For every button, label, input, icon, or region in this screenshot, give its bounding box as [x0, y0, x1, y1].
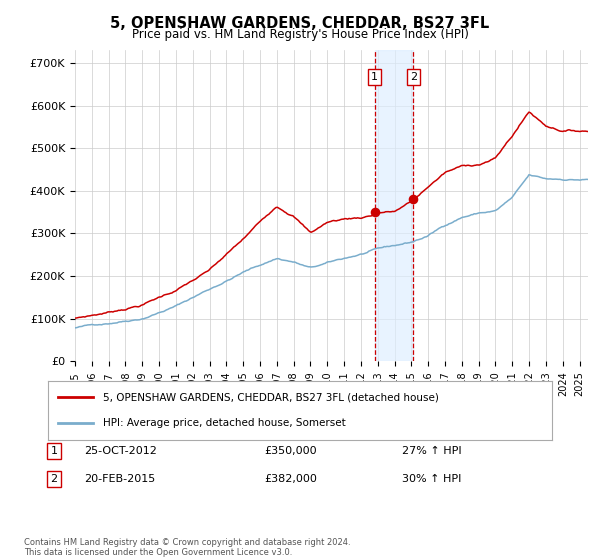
- Text: 5, OPENSHAW GARDENS, CHEDDAR, BS27 3FL: 5, OPENSHAW GARDENS, CHEDDAR, BS27 3FL: [110, 16, 490, 31]
- Text: 1: 1: [50, 446, 58, 456]
- Text: 20-FEB-2015: 20-FEB-2015: [84, 474, 155, 484]
- Text: 27% ↑ HPI: 27% ↑ HPI: [402, 446, 461, 456]
- Text: 1: 1: [371, 72, 378, 82]
- Text: £382,000: £382,000: [264, 474, 317, 484]
- Point: [370, 208, 380, 217]
- Text: 2: 2: [50, 474, 58, 484]
- Text: 5, OPENSHAW GARDENS, CHEDDAR, BS27 3FL (detached house): 5, OPENSHAW GARDENS, CHEDDAR, BS27 3FL (…: [103, 392, 439, 402]
- Text: 25-OCT-2012: 25-OCT-2012: [84, 446, 157, 456]
- Text: Price paid vs. HM Land Registry's House Price Index (HPI): Price paid vs. HM Land Registry's House …: [131, 28, 469, 41]
- Text: 30% ↑ HPI: 30% ↑ HPI: [402, 474, 461, 484]
- Text: HPI: Average price, detached house, Somerset: HPI: Average price, detached house, Some…: [103, 418, 346, 428]
- Text: Contains HM Land Registry data © Crown copyright and database right 2024.
This d: Contains HM Land Registry data © Crown c…: [24, 538, 350, 557]
- Bar: [375, 50, 413, 361]
- Text: £350,000: £350,000: [264, 446, 317, 456]
- Text: 2: 2: [410, 72, 417, 82]
- Point: [409, 194, 418, 203]
